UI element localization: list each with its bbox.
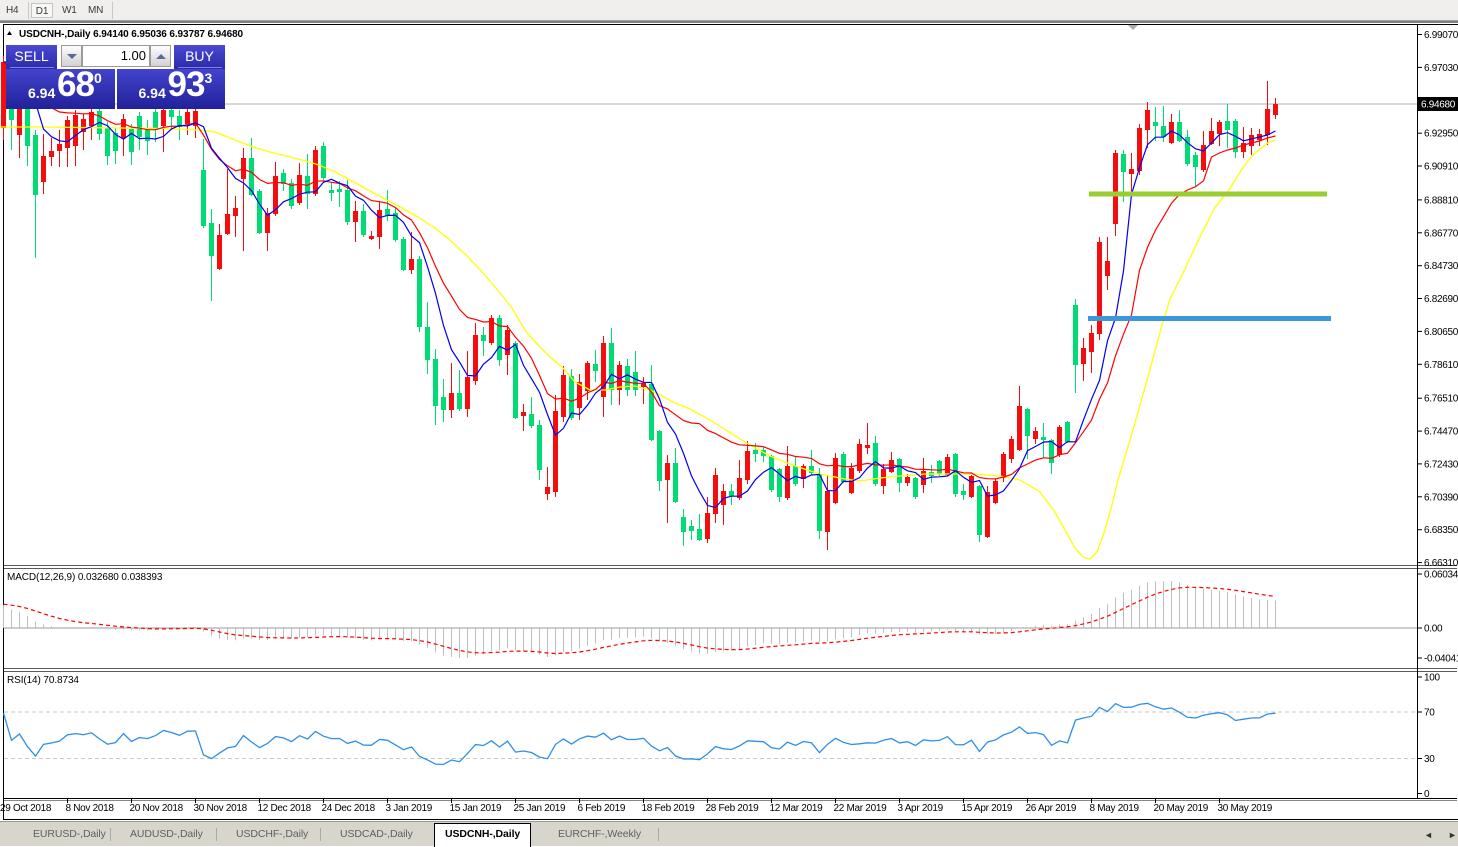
svg-text:18 Feb 2019: 18 Feb 2019 xyxy=(642,803,696,814)
svg-text:8 May 2019: 8 May 2019 xyxy=(1090,803,1140,814)
svg-text:6.94680: 6.94680 xyxy=(1421,100,1456,111)
svg-text:6.88810: 6.88810 xyxy=(1424,195,1458,206)
svg-text:29 Oct 2018: 29 Oct 2018 xyxy=(0,803,52,814)
svg-text:6 Feb 2019: 6 Feb 2019 xyxy=(578,803,626,814)
svg-text:24 Dec 2018: 24 Dec 2018 xyxy=(322,803,376,814)
svg-text:70: 70 xyxy=(1424,708,1435,719)
svg-text:3 Jan 2019: 3 Jan 2019 xyxy=(386,803,433,814)
svg-text:6.72430: 6.72430 xyxy=(1424,459,1458,470)
svg-text:6.84730: 6.84730 xyxy=(1424,261,1458,272)
svg-text:26 Apr 2019: 26 Apr 2019 xyxy=(1026,803,1077,814)
svg-text:100: 100 xyxy=(1424,673,1441,684)
svg-text:12 Mar 2019: 12 Mar 2019 xyxy=(770,803,824,814)
svg-text:28 Feb 2019: 28 Feb 2019 xyxy=(706,803,760,814)
svg-text:6.92950: 6.92950 xyxy=(1424,129,1458,140)
svg-text:6.99070: 6.99070 xyxy=(1424,30,1458,41)
svg-text:15 Apr 2019: 15 Apr 2019 xyxy=(962,803,1013,814)
svg-text:20 May 2019: 20 May 2019 xyxy=(1154,803,1209,814)
svg-text:-0.04041: -0.04041 xyxy=(1424,654,1458,665)
svg-text:30: 30 xyxy=(1424,754,1435,765)
svg-text:6.68350: 6.68350 xyxy=(1424,525,1458,536)
svg-text:6.97030: 6.97030 xyxy=(1424,63,1458,74)
svg-text:0.00: 0.00 xyxy=(1424,624,1443,635)
svg-text:12 Dec 2018: 12 Dec 2018 xyxy=(258,803,312,814)
svg-text:3 Apr 2019: 3 Apr 2019 xyxy=(898,803,944,814)
svg-text:22 Mar 2019: 22 Mar 2019 xyxy=(834,803,888,814)
svg-text:30 Nov 2018: 30 Nov 2018 xyxy=(194,803,248,814)
svg-text:6.70390: 6.70390 xyxy=(1424,492,1458,503)
svg-text:8 Nov 2018: 8 Nov 2018 xyxy=(66,803,115,814)
svg-text:0.060342: 0.060342 xyxy=(1424,570,1458,581)
svg-text:15 Jan 2019: 15 Jan 2019 xyxy=(450,803,502,814)
svg-text:USDCNH-,Daily 6.94140 6.95036: USDCNH-,Daily 6.94140 6.95036 6.93787 6.… xyxy=(19,29,244,40)
svg-text:MACD(12,26,9) 0.032680 0.03839: MACD(12,26,9) 0.032680 0.038393 xyxy=(7,572,163,583)
svg-text:6.66310: 6.66310 xyxy=(1424,558,1458,569)
svg-text:6.76510: 6.76510 xyxy=(1424,394,1458,405)
svg-text:20 Nov 2018: 20 Nov 2018 xyxy=(130,803,184,814)
svg-text:6.82690: 6.82690 xyxy=(1424,294,1458,305)
svg-text:6.90910: 6.90910 xyxy=(1424,162,1458,173)
svg-text:25 Jan 2019: 25 Jan 2019 xyxy=(514,803,566,814)
svg-text:6.74470: 6.74470 xyxy=(1424,427,1458,438)
svg-text:6.86770: 6.86770 xyxy=(1424,228,1458,239)
svg-text:RSI(14) 70.8734: RSI(14) 70.8734 xyxy=(7,675,79,686)
svg-text:0: 0 xyxy=(1424,789,1430,800)
svg-text:30 May 2019: 30 May 2019 xyxy=(1218,803,1273,814)
svg-text:6.78610: 6.78610 xyxy=(1424,360,1458,371)
svg-text:6.80650: 6.80650 xyxy=(1424,327,1458,338)
